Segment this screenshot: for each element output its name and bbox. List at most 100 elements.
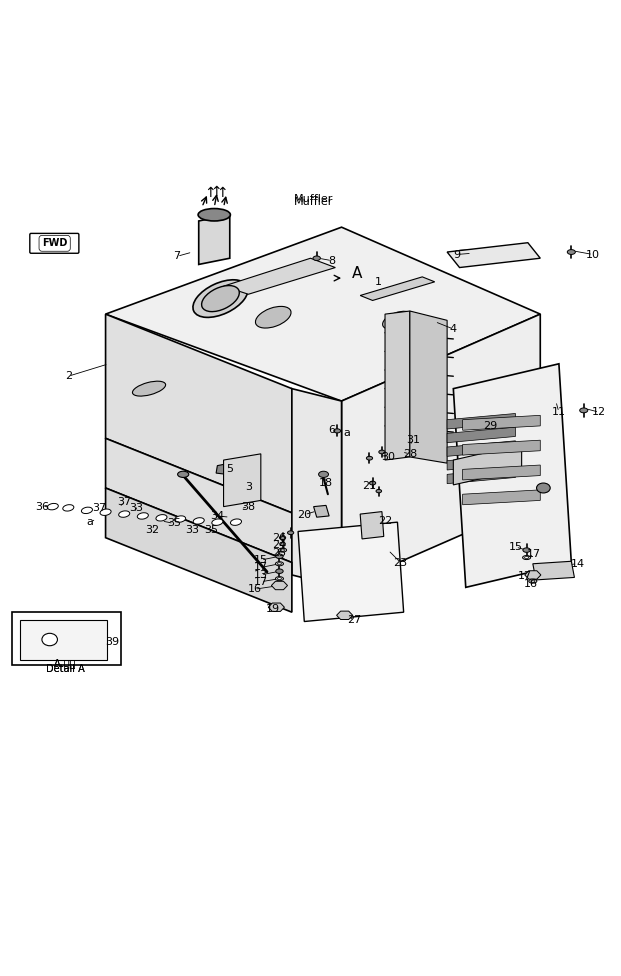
Text: 20: 20 [297, 509, 311, 519]
Text: 10: 10 [586, 250, 600, 260]
Text: 27: 27 [347, 615, 361, 626]
Text: 35: 35 [167, 518, 181, 528]
Ellipse shape [193, 280, 248, 317]
Text: 31: 31 [406, 434, 420, 444]
Ellipse shape [202, 286, 239, 311]
Polygon shape [224, 454, 261, 507]
Text: 33: 33 [186, 525, 199, 535]
Text: 9: 9 [453, 250, 460, 260]
Polygon shape [199, 215, 230, 264]
Ellipse shape [276, 577, 283, 581]
Polygon shape [106, 314, 292, 512]
Ellipse shape [383, 311, 412, 329]
Text: 28: 28 [403, 449, 417, 459]
Text: A 詳細: A 詳細 [55, 658, 76, 669]
Ellipse shape [276, 562, 283, 566]
Text: 36: 36 [35, 502, 49, 511]
Text: 12: 12 [592, 407, 606, 417]
Text: 25: 25 [273, 548, 286, 557]
Ellipse shape [63, 505, 74, 511]
Ellipse shape [537, 483, 550, 493]
Text: 16: 16 [248, 585, 261, 594]
Ellipse shape [137, 512, 148, 519]
Ellipse shape [281, 549, 284, 551]
Polygon shape [106, 488, 292, 612]
Text: 38: 38 [242, 502, 255, 511]
Ellipse shape [522, 555, 530, 559]
Text: 32: 32 [145, 525, 159, 535]
Polygon shape [106, 438, 292, 562]
Ellipse shape [42, 633, 57, 646]
Polygon shape [216, 465, 230, 474]
Ellipse shape [523, 548, 530, 552]
Ellipse shape [175, 516, 186, 522]
Ellipse shape [278, 563, 281, 565]
Ellipse shape [279, 536, 286, 540]
Polygon shape [463, 465, 540, 480]
Polygon shape [447, 441, 515, 457]
Text: 7: 7 [173, 252, 181, 262]
Polygon shape [447, 243, 540, 267]
Text: ↑: ↑ [204, 186, 215, 200]
Polygon shape [453, 364, 571, 588]
Text: 33: 33 [130, 503, 143, 512]
Ellipse shape [156, 514, 167, 521]
Ellipse shape [288, 531, 294, 535]
Polygon shape [268, 603, 284, 611]
Text: A 詳細: A 詳細 [55, 658, 76, 669]
Ellipse shape [81, 508, 93, 513]
Polygon shape [298, 522, 404, 622]
Ellipse shape [178, 471, 189, 477]
Polygon shape [360, 511, 384, 539]
Text: 34: 34 [211, 511, 224, 521]
Text: a: a [86, 517, 94, 527]
Ellipse shape [119, 510, 130, 517]
Text: 19: 19 [266, 604, 280, 614]
Ellipse shape [366, 457, 373, 460]
Ellipse shape [132, 382, 166, 396]
Text: 3: 3 [245, 482, 252, 492]
Polygon shape [447, 427, 515, 443]
Ellipse shape [319, 471, 329, 477]
Polygon shape [453, 444, 522, 485]
Ellipse shape [278, 549, 286, 552]
Polygon shape [463, 416, 540, 430]
Ellipse shape [313, 256, 320, 261]
Text: ↑: ↑ [211, 184, 222, 199]
Text: Muffler: Muffler [294, 194, 333, 204]
Text: A: A [352, 266, 362, 281]
Text: FWD: FWD [42, 238, 67, 248]
Text: 17: 17 [254, 577, 268, 587]
Text: 17: 17 [518, 571, 532, 581]
Ellipse shape [525, 556, 528, 558]
Polygon shape [106, 227, 540, 401]
Text: 37: 37 [117, 497, 131, 507]
Ellipse shape [230, 519, 242, 525]
Ellipse shape [334, 428, 341, 433]
Text: 29: 29 [484, 421, 497, 430]
Ellipse shape [279, 543, 286, 546]
Polygon shape [337, 611, 353, 620]
Polygon shape [360, 277, 435, 301]
Polygon shape [410, 311, 447, 464]
Text: 18: 18 [319, 478, 333, 488]
Ellipse shape [369, 481, 376, 485]
Text: 37: 37 [93, 503, 106, 512]
Text: 13: 13 [254, 570, 268, 580]
Text: 23: 23 [394, 557, 407, 567]
Text: ↑: ↑ [217, 186, 228, 200]
Text: 11: 11 [552, 407, 566, 417]
Text: 15: 15 [509, 542, 522, 552]
Polygon shape [314, 506, 329, 517]
Ellipse shape [278, 578, 281, 580]
Ellipse shape [531, 580, 535, 582]
Text: 26: 26 [273, 533, 286, 543]
Ellipse shape [193, 517, 204, 524]
Text: 4: 4 [450, 324, 457, 334]
Ellipse shape [528, 579, 537, 584]
Ellipse shape [376, 489, 381, 493]
Ellipse shape [379, 450, 385, 454]
Ellipse shape [47, 504, 58, 509]
Text: Detail A: Detail A [46, 665, 84, 674]
Ellipse shape [276, 554, 283, 558]
